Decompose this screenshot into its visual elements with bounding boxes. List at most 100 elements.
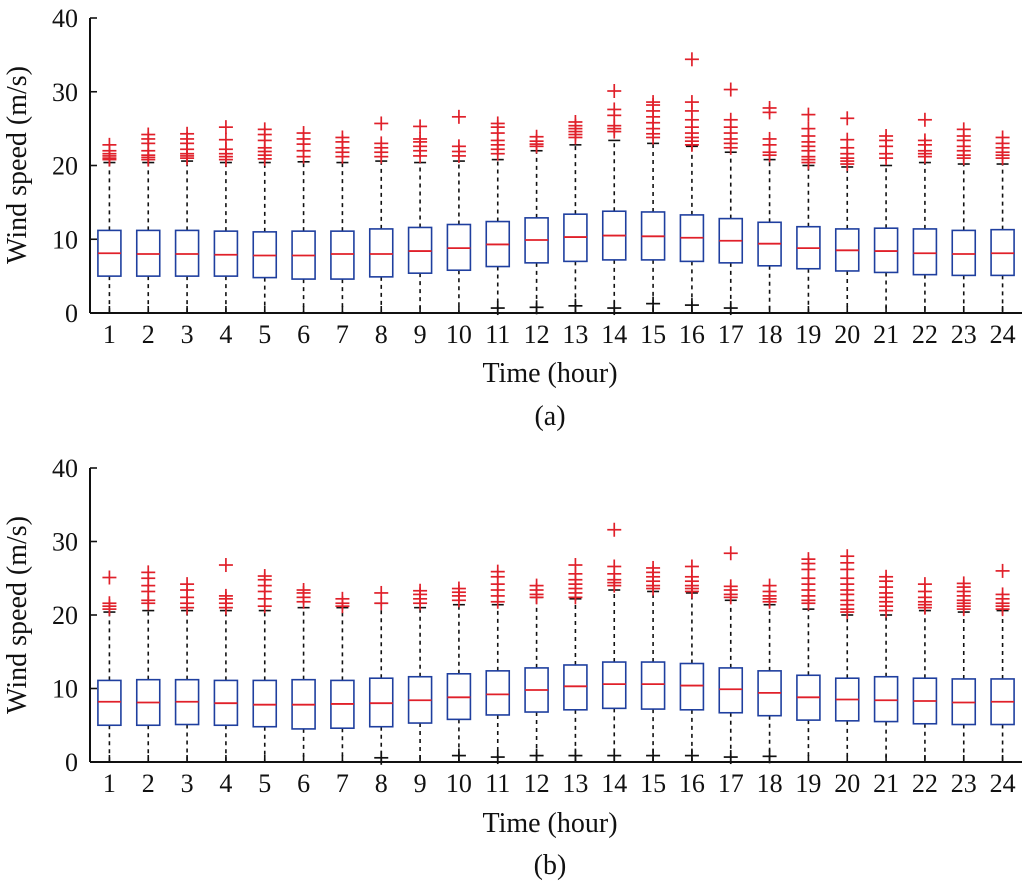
x-tick-label: 12 xyxy=(524,320,550,349)
outlier-point xyxy=(801,107,816,122)
outlier-point xyxy=(374,136,389,151)
box-hour-15 xyxy=(640,95,666,314)
outlier-point xyxy=(723,546,738,561)
x-tick-label: 7 xyxy=(336,320,349,349)
outlier-point xyxy=(451,109,466,124)
box-hour-11 xyxy=(485,116,511,316)
iqr-box xyxy=(330,230,355,280)
x-tick-label: 11 xyxy=(485,320,510,349)
x-tick-label: 16 xyxy=(679,769,705,798)
iqr-box xyxy=(252,679,278,728)
x-tick-label: 9 xyxy=(414,320,427,349)
box-hour-7 xyxy=(330,591,355,763)
outlier-point xyxy=(917,112,932,127)
outlier-point xyxy=(490,116,505,131)
x-axis-label: Time (hour) xyxy=(482,808,617,839)
y-tick-label: 0 xyxy=(65,748,78,777)
outlier-point xyxy=(218,588,233,603)
outlier-point-low xyxy=(646,748,661,763)
box-hour-10 xyxy=(446,109,472,314)
iqr-box xyxy=(718,667,744,714)
y-tick-label: 10 xyxy=(52,225,78,254)
outlier-point xyxy=(684,559,699,574)
outlier-point xyxy=(684,52,699,67)
box-hour-5 xyxy=(252,122,278,314)
chart-panel-b: Wind speed (m/s) Time (hour) (b) 0 10 20 30… xyxy=(2,454,1022,881)
x-axis-label: Time (hour) xyxy=(482,358,617,389)
y-tick-label: 20 xyxy=(52,152,78,181)
outlier-point xyxy=(762,578,777,593)
outlier-point xyxy=(180,577,195,592)
y-tick-label: 40 xyxy=(52,454,78,483)
outlier-point xyxy=(723,82,738,97)
x-tick-label: 2 xyxy=(142,320,155,349)
y-tick-label: 30 xyxy=(52,528,78,557)
outlier-point xyxy=(646,95,661,110)
x-tick-label: 15 xyxy=(640,769,666,798)
box-hour-3 xyxy=(174,577,200,763)
outlier-point xyxy=(141,565,156,580)
x-tick-label: 3 xyxy=(181,769,194,798)
outlier-point xyxy=(840,111,855,126)
outlier-point-low xyxy=(568,298,583,313)
box-hour-18 xyxy=(757,578,782,764)
x-tick-label: 1 xyxy=(103,320,116,349)
x-tick-label: 14 xyxy=(601,769,627,798)
box-hour-14 xyxy=(601,84,627,316)
x-tick-label: 8 xyxy=(375,320,388,349)
box-hour-3 xyxy=(174,126,200,314)
outlier-point xyxy=(413,583,428,598)
chart-panel-a: Wind speed (m/s) Time (hour) (a) 0 10 20 30… xyxy=(2,4,1022,432)
box-hour-22 xyxy=(912,577,938,763)
outlier-point xyxy=(762,131,777,146)
outlier-point xyxy=(917,133,932,148)
x-tick-label: 19 xyxy=(795,320,821,349)
box-hour-9 xyxy=(407,119,433,314)
outlier-point-low xyxy=(607,301,622,316)
x-tick-label: 23 xyxy=(951,320,977,349)
outlier-point xyxy=(840,132,855,147)
x-tick-label: 10 xyxy=(446,320,472,349)
outlier-point xyxy=(102,596,117,611)
box-hour-21 xyxy=(873,129,899,314)
box-hour-5 xyxy=(252,569,278,763)
outlier-point xyxy=(451,581,466,596)
outlier-point-low xyxy=(723,301,738,316)
box-hour-4 xyxy=(213,120,239,314)
x-tick-label: 10 xyxy=(446,769,472,798)
iqr-box xyxy=(213,230,239,277)
x-tick-label: 24 xyxy=(990,320,1016,349)
y-tick-label: 40 xyxy=(52,4,78,33)
outlier-point-low xyxy=(607,748,622,763)
x-tick-label: 15 xyxy=(640,320,666,349)
x-tick-label: 12 xyxy=(524,769,550,798)
box-hour-24 xyxy=(990,130,1015,314)
y-axis-label: Wind speed (m/s) xyxy=(2,516,33,714)
box-hour-4 xyxy=(213,558,239,763)
x-tick-label: 7 xyxy=(336,769,349,798)
iqr-box xyxy=(563,664,588,711)
x-tick-label: 17 xyxy=(718,320,744,349)
outlier-point-low xyxy=(723,750,738,765)
x-tick-label: 21 xyxy=(873,320,899,349)
outlier-point-low xyxy=(490,301,505,316)
outlier-point xyxy=(296,126,311,141)
iqr-box xyxy=(485,670,511,716)
outlier-point xyxy=(451,139,466,154)
x-tick-label: 5 xyxy=(258,769,271,798)
panel-caption: (a) xyxy=(534,401,565,432)
x-tick-label: 3 xyxy=(181,320,194,349)
outlier-point xyxy=(568,114,583,129)
outlier-point xyxy=(879,569,894,584)
outlier-point xyxy=(529,578,544,593)
outlier-point-low xyxy=(529,300,544,315)
box-hour-13 xyxy=(563,114,588,314)
y-axis-label: Wind speed (m/s) xyxy=(2,66,33,264)
y-tick-label: 20 xyxy=(52,601,78,630)
outlier-point-low xyxy=(762,749,777,764)
box-hour-16 xyxy=(679,52,705,314)
x-tick-label: 22 xyxy=(912,320,938,349)
outlier-point xyxy=(257,569,272,584)
x-tick-label: 16 xyxy=(679,320,705,349)
